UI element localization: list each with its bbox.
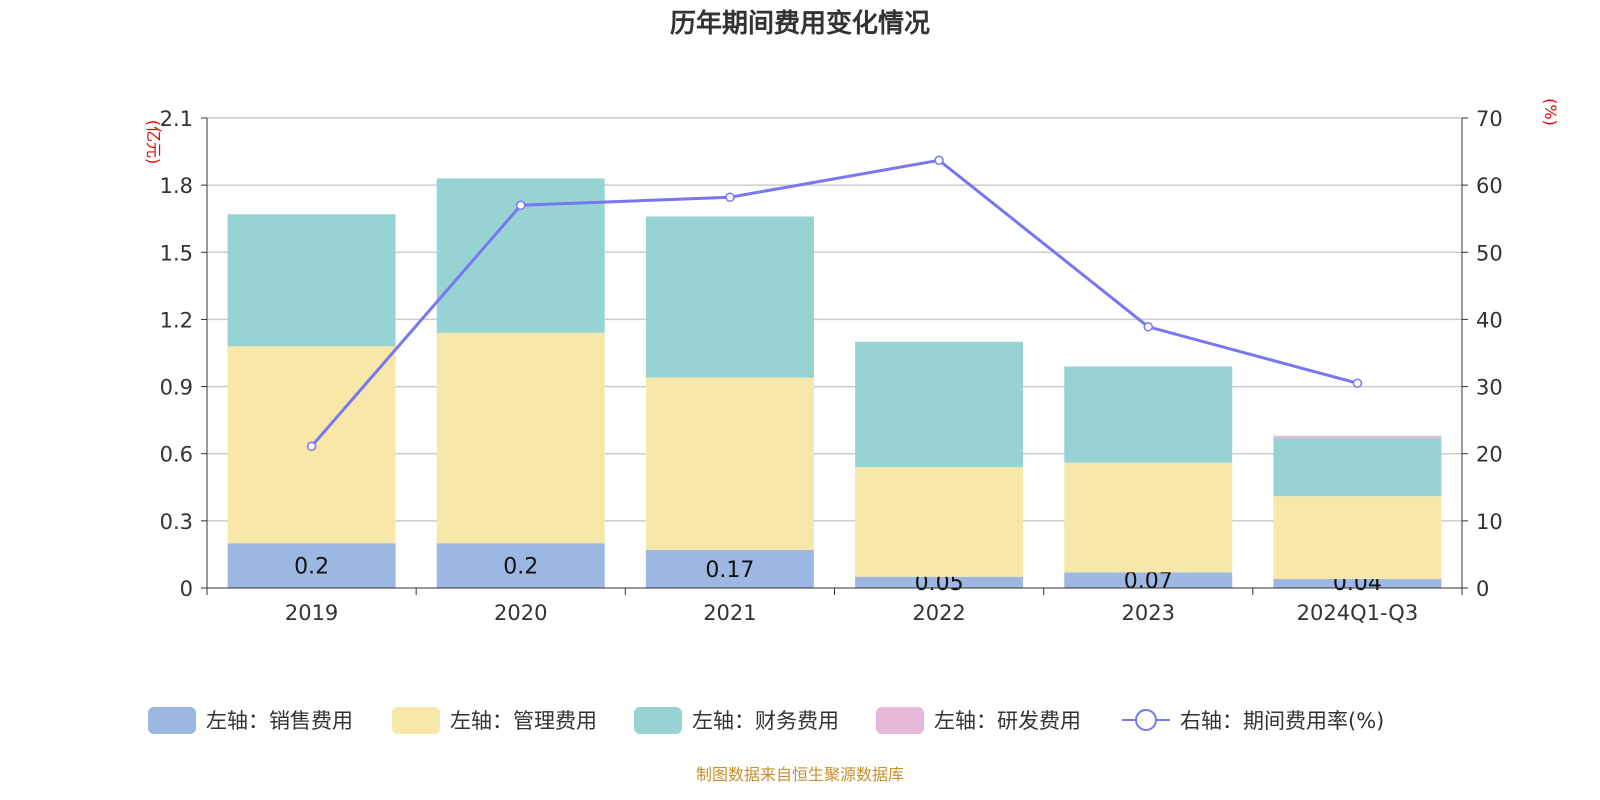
rate-point[interactable] — [306, 441, 317, 452]
legend-label: 左轴：财务费用 — [692, 709, 839, 733]
left-tick-label: 0.6 — [160, 443, 193, 467]
bar-segment[interactable] — [855, 467, 1024, 577]
rate-point[interactable] — [1352, 378, 1363, 388]
legend-swatch — [634, 707, 682, 734]
bar-segment[interactable] — [645, 549, 814, 588]
source-footer: 制图数据来自恒生聚源数据库 — [696, 765, 904, 784]
rate-point[interactable] — [1143, 322, 1153, 332]
rate-point[interactable] — [934, 155, 944, 166]
right-tick-label: 0 — [1476, 577, 1489, 601]
right-tick-label: 50 — [1476, 241, 1503, 265]
bar-data-label: 0.17 — [705, 558, 754, 583]
left-tick-label: 2.1 — [160, 107, 193, 131]
right-tick-label: 20 — [1476, 443, 1503, 467]
bar-segment[interactable] — [1273, 496, 1442, 580]
legend-swatch — [876, 707, 924, 734]
bar-segment[interactable] — [855, 576, 1024, 588]
bar-segment[interactable] — [227, 543, 396, 588]
legend-item[interactable]: 左轴：财务费用 — [634, 707, 839, 734]
left-tick-label: 0.9 — [160, 376, 193, 400]
legend-item[interactable]: 左轴：研发费用 — [876, 707, 1081, 734]
bar-segment[interactable] — [227, 214, 396, 347]
legend-label: 右轴：期间费用率(%) — [1180, 709, 1384, 733]
bar-segment[interactable] — [1273, 579, 1442, 588]
x-tick-label: 2024Q1-Q3 — [1297, 601, 1419, 625]
right-tick-label: 10 — [1476, 510, 1503, 534]
bar-segment[interactable] — [1273, 438, 1442, 497]
legend-item[interactable]: 左轴：销售费用 — [148, 707, 353, 734]
bar-segment[interactable] — [645, 216, 814, 378]
bar-data-label: 0.2 — [294, 555, 329, 580]
x-tick-label: 2023 — [1122, 601, 1175, 625]
right-tick-label: 40 — [1476, 308, 1503, 332]
legend-swatch — [148, 707, 196, 734]
legend-label: 左轴：管理费用 — [450, 709, 597, 733]
bar-segment[interactable] — [1064, 462, 1233, 573]
bar-segment[interactable] — [436, 543, 605, 588]
left-tick-label: 1.2 — [160, 308, 193, 332]
legend-label: 左轴：销售费用 — [206, 709, 353, 733]
rate-line — [310, 158, 1358, 448]
legend-circle-icon — [1135, 709, 1157, 731]
right-tick-label: 70 — [1476, 107, 1503, 131]
rate-point[interactable] — [725, 192, 735, 202]
bar-segment[interactable] — [645, 377, 814, 550]
legend-item[interactable]: 右轴：期间费用率(%) — [1122, 709, 1384, 733]
right-tick-label: 30 — [1476, 376, 1503, 400]
chart-title: 历年期间费用变化情况 — [670, 8, 930, 39]
bar-segment[interactable] — [436, 332, 605, 544]
x-tick-label: 2022 — [912, 601, 965, 625]
left-axis-unit: (亿元) — [144, 120, 163, 165]
x-tick-label: 2020 — [494, 601, 547, 625]
bar-segment[interactable] — [1273, 435, 1442, 439]
legend-item[interactable]: 左轴：管理费用 — [392, 707, 597, 734]
bar-segment[interactable] — [1064, 366, 1233, 463]
bar-data-label: 0.07 — [1124, 569, 1173, 594]
rate-point[interactable] — [516, 200, 526, 211]
left-tick-label: 1.8 — [160, 174, 193, 198]
bar-data-label: 0.2 — [503, 555, 538, 580]
bar-segment[interactable] — [1064, 572, 1233, 588]
x-tick-label: 2019 — [285, 601, 338, 625]
right-tick-label: 60 — [1476, 174, 1503, 198]
legend-label: 左轴：研发费用 — [934, 709, 1081, 733]
right-axis-unit: (%) — [1541, 98, 1560, 126]
x-tick-label: 2021 — [703, 601, 756, 625]
legend-swatch — [392, 707, 440, 734]
bar-segment[interactable] — [855, 341, 1024, 468]
left-tick-label: 1.5 — [160, 241, 193, 265]
left-tick-label: 0 — [180, 577, 193, 601]
left-tick-label: 0.3 — [160, 510, 193, 534]
